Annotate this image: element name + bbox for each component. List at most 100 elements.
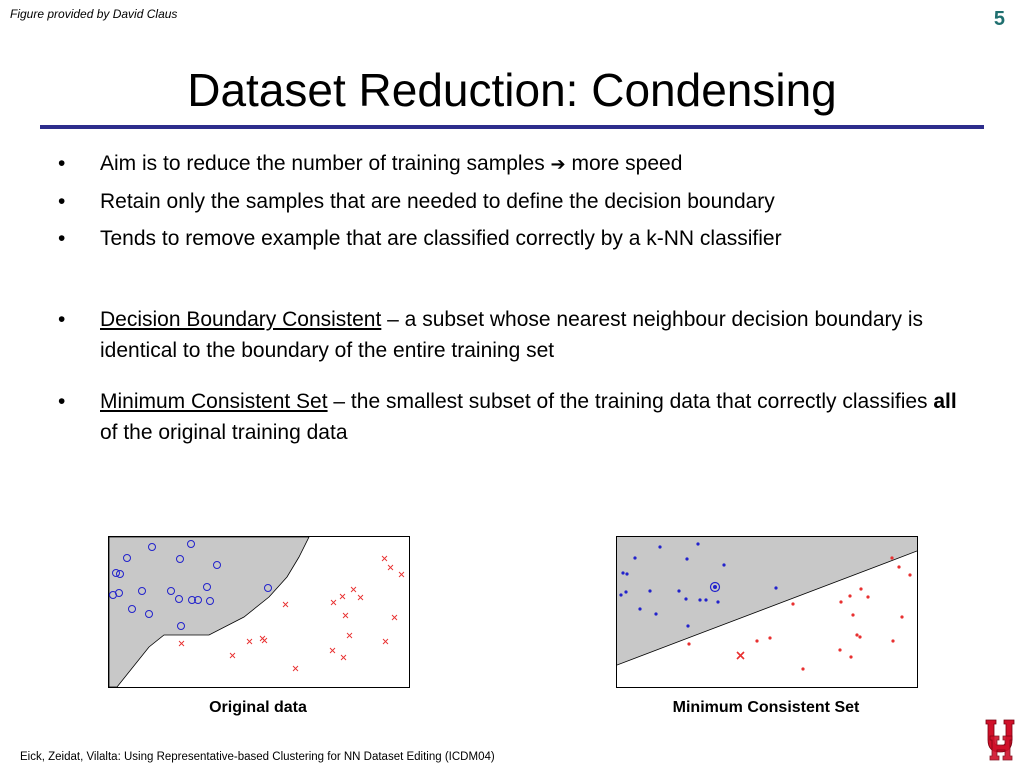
data-point-circle <box>213 561 221 569</box>
bullet-glyph: • <box>58 190 66 213</box>
bullet-item: • Aim is to reduce the number of trainin… <box>58 148 958 180</box>
data-point-dot <box>774 586 778 590</box>
selected-prototype-a <box>713 585 717 589</box>
bullet-text-bold: all <box>933 390 957 413</box>
data-point-circle <box>264 584 272 592</box>
data-point-circle <box>128 605 136 613</box>
decision-region <box>109 537 310 687</box>
bullet-text: – the smallest subset of the training da… <box>327 390 934 413</box>
data-point-dot <box>698 598 702 602</box>
mcs-svg <box>617 537 917 671</box>
data-point-dot <box>768 636 772 640</box>
data-point-dot <box>900 615 904 619</box>
data-point-dot <box>849 655 853 659</box>
data-point-circle <box>194 596 202 604</box>
class-b-points <box>687 556 912 671</box>
class-b-points <box>178 555 405 672</box>
bullet-glyph: • <box>58 152 66 175</box>
data-point-circle <box>177 622 185 630</box>
slide-number: 5 <box>993 8 1005 30</box>
arrow-right-icon: ➔ <box>550 154 566 175</box>
data-point-dot <box>791 602 795 606</box>
bullet-list: • Aim is to reduce the number of trainin… <box>58 148 958 454</box>
bullet-item: • Tends to remove example that are class… <box>58 223 958 254</box>
figure-credit: Figure provided by David Claus <box>10 7 178 21</box>
data-point-dot <box>619 593 623 597</box>
university-logo-icon <box>985 719 1015 761</box>
data-point-dot <box>621 571 625 575</box>
bullet-glyph: • <box>58 390 66 413</box>
class-a-points <box>109 540 272 630</box>
data-point-dot <box>716 600 720 604</box>
bullet-item: • Decision Boundary Consistent – a subse… <box>58 304 958 366</box>
data-point-dot <box>908 573 912 577</box>
bullet-item: • Retain only the samples that are neede… <box>58 186 958 217</box>
data-point-circle <box>167 587 175 595</box>
bullet-text: Retain only the samples that are needed … <box>100 190 775 213</box>
data-point-circle <box>176 555 184 563</box>
data-point-circle <box>148 543 156 551</box>
data-point-circle <box>188 596 196 604</box>
data-point-cross <box>330 599 337 606</box>
data-point-cross <box>246 638 253 645</box>
data-point-cross <box>342 612 349 619</box>
data-point-cross <box>346 632 353 639</box>
bullet-text: Aim is to reduce the number of training … <box>100 152 551 175</box>
minimum-consistent-set-plot <box>616 536 918 688</box>
bullet-text: Tends to remove example that are classif… <box>100 227 782 250</box>
term-minimum-consistent-set: Minimum Consistent Set <box>100 390 328 413</box>
data-point-cross <box>382 638 389 645</box>
decision-boundary <box>617 550 917 666</box>
data-point-circle <box>138 587 146 595</box>
data-point-cross <box>292 665 299 672</box>
title-rule <box>40 125 984 129</box>
data-point-dot <box>855 633 859 637</box>
data-point-dot <box>696 542 700 546</box>
data-point-cross <box>357 594 364 601</box>
data-point-dot <box>897 565 901 569</box>
data-point-dot <box>686 624 690 628</box>
original-data-plot <box>108 536 410 688</box>
data-point-dot <box>658 545 662 549</box>
caption-original-data: Original data <box>209 699 307 716</box>
citation: Eick, Zeidat, Vilalta: Using Representat… <box>20 751 495 763</box>
data-point-dot <box>859 587 863 591</box>
data-point-dot <box>839 600 843 604</box>
class-a-points <box>619 542 778 628</box>
decision-region <box>617 537 917 665</box>
data-point-dot <box>838 648 842 652</box>
data-point-dot <box>848 594 852 598</box>
data-point-cross <box>381 555 388 562</box>
data-point-dot <box>755 639 759 643</box>
data-point-dot <box>677 589 681 593</box>
data-point-cross <box>178 640 185 647</box>
data-point-dot <box>722 563 726 567</box>
data-point-cross <box>391 614 398 621</box>
data-point-dot <box>625 572 629 576</box>
data-point-dot <box>685 557 689 561</box>
slide-title: Dataset Reduction: Condensing <box>187 64 837 116</box>
data-point-dot <box>684 597 688 601</box>
bullet-glyph: • <box>58 227 66 250</box>
caption-minimum-consistent-set: Minimum Consistent Set <box>672 699 860 716</box>
bullet-text: more speed <box>565 152 683 175</box>
data-point-cross <box>261 637 268 644</box>
selected-prototype-b <box>736 651 745 660</box>
data-point-circle <box>115 589 123 597</box>
data-point-dot <box>633 556 637 560</box>
data-point-circle <box>175 595 183 603</box>
data-point-cross <box>387 564 394 571</box>
data-point-cross <box>350 586 357 593</box>
data-point-dot <box>891 639 895 643</box>
data-point-dot <box>648 589 652 593</box>
data-point-dot <box>890 556 894 560</box>
data-point-dot <box>851 613 855 617</box>
data-point-dot <box>858 635 862 639</box>
data-point-cross <box>329 647 336 654</box>
data-point-dot <box>638 607 642 611</box>
data-point-cross <box>398 571 405 578</box>
data-point-cross <box>229 652 236 659</box>
data-point-dot <box>866 595 870 599</box>
bullet-text: of the original training data <box>100 421 348 444</box>
data-point-dot <box>704 598 708 602</box>
